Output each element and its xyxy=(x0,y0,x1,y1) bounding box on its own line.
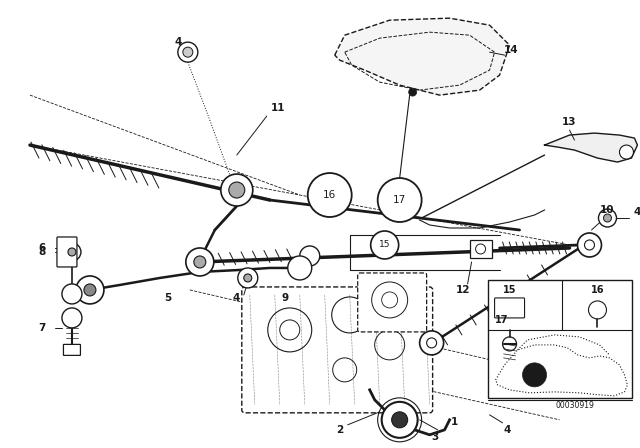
Circle shape xyxy=(288,256,312,280)
Circle shape xyxy=(229,182,244,198)
Circle shape xyxy=(409,88,417,96)
Text: 8: 8 xyxy=(38,247,45,257)
Text: 17: 17 xyxy=(495,315,508,325)
Text: 11: 11 xyxy=(271,103,285,113)
Circle shape xyxy=(378,178,422,222)
FancyBboxPatch shape xyxy=(242,287,433,413)
Text: 16: 16 xyxy=(591,285,604,295)
Text: 4: 4 xyxy=(504,425,511,435)
Text: 9: 9 xyxy=(281,293,288,303)
Circle shape xyxy=(577,233,602,257)
Text: 15: 15 xyxy=(503,285,516,295)
Text: 4: 4 xyxy=(634,207,640,217)
Text: 3: 3 xyxy=(431,432,438,442)
Text: 16: 16 xyxy=(323,190,337,200)
Circle shape xyxy=(300,246,320,266)
Text: 1: 1 xyxy=(451,417,458,427)
Circle shape xyxy=(62,308,82,328)
Text: 4: 4 xyxy=(232,293,239,303)
Text: 5: 5 xyxy=(164,293,172,303)
FancyBboxPatch shape xyxy=(358,273,427,332)
Circle shape xyxy=(604,214,611,222)
Text: 00030919: 00030919 xyxy=(555,401,594,410)
Text: 10: 10 xyxy=(600,205,615,215)
Circle shape xyxy=(76,276,104,304)
Circle shape xyxy=(392,412,408,428)
Circle shape xyxy=(186,248,214,276)
FancyBboxPatch shape xyxy=(488,280,632,398)
Circle shape xyxy=(598,209,616,227)
Circle shape xyxy=(381,402,418,438)
Text: 12: 12 xyxy=(455,285,470,295)
Text: 2: 2 xyxy=(336,425,343,435)
FancyBboxPatch shape xyxy=(470,240,492,258)
Circle shape xyxy=(84,284,96,296)
Circle shape xyxy=(238,268,258,288)
Text: 7: 7 xyxy=(38,323,45,333)
FancyBboxPatch shape xyxy=(63,345,81,355)
Text: 6: 6 xyxy=(38,243,45,253)
Text: 4: 4 xyxy=(174,37,182,47)
Circle shape xyxy=(420,331,444,355)
Circle shape xyxy=(183,47,193,57)
Text: 17: 17 xyxy=(393,195,406,205)
Circle shape xyxy=(522,363,547,387)
Circle shape xyxy=(620,145,634,159)
Circle shape xyxy=(371,231,399,259)
Text: 15: 15 xyxy=(379,241,390,250)
Circle shape xyxy=(188,250,212,274)
Circle shape xyxy=(194,256,206,268)
Circle shape xyxy=(68,248,76,256)
Circle shape xyxy=(308,173,352,217)
Text: 14: 14 xyxy=(504,45,519,55)
Polygon shape xyxy=(545,133,637,162)
Circle shape xyxy=(244,274,252,282)
Circle shape xyxy=(221,174,253,206)
Circle shape xyxy=(62,284,82,304)
Circle shape xyxy=(63,243,81,261)
Text: 13: 13 xyxy=(563,117,577,127)
Polygon shape xyxy=(335,18,509,95)
Circle shape xyxy=(178,42,198,62)
FancyBboxPatch shape xyxy=(57,237,77,267)
